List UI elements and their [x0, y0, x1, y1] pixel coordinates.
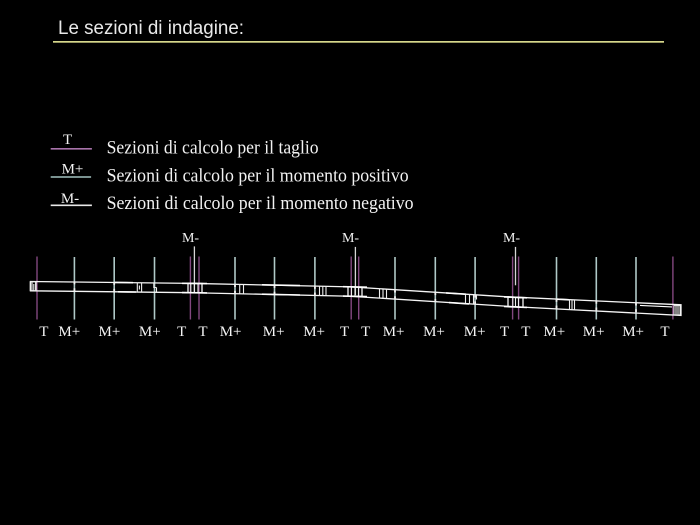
svg-text:Sezioni di calcolo per il tagl: Sezioni di calcolo per il taglio: [107, 137, 319, 158]
svg-text:M-: M-: [503, 231, 520, 246]
svg-text:T: T: [198, 324, 207, 340]
svg-text:T: T: [340, 324, 349, 340]
svg-text:T: T: [177, 324, 186, 340]
svg-text:M-: M-: [61, 191, 79, 207]
svg-text:M+: M+: [383, 324, 405, 340]
svg-text:T: T: [521, 324, 530, 340]
svg-text:M+: M+: [303, 324, 325, 340]
svg-text:Le sezioni di indagine:: Le sezioni di indagine:: [58, 18, 244, 39]
svg-text:T: T: [660, 324, 669, 340]
svg-text:M+: M+: [583, 324, 605, 340]
svg-text:T: T: [39, 324, 48, 340]
svg-text:T: T: [63, 132, 72, 148]
svg-text:M+: M+: [464, 324, 486, 340]
svg-text:M+: M+: [58, 324, 80, 340]
svg-text:T: T: [361, 324, 370, 340]
svg-text:M+: M+: [423, 324, 445, 340]
svg-text:M+: M+: [622, 324, 644, 340]
svg-text:M+: M+: [99, 324, 121, 340]
svg-text:M+: M+: [220, 324, 242, 340]
svg-text:Sezioni di calcolo per il mome: Sezioni di calcolo per il momento negati…: [107, 193, 414, 214]
svg-text:Sezioni di calcolo per il mome: Sezioni di calcolo per il momento positi…: [107, 165, 409, 186]
svg-text:M+: M+: [62, 162, 84, 178]
svg-text:M-: M-: [182, 231, 199, 246]
svg-text:M+: M+: [139, 324, 161, 340]
svg-text:M-: M-: [342, 231, 359, 246]
svg-text:M+: M+: [543, 324, 565, 340]
svg-text:M+: M+: [263, 324, 285, 340]
svg-text:T: T: [500, 324, 509, 340]
